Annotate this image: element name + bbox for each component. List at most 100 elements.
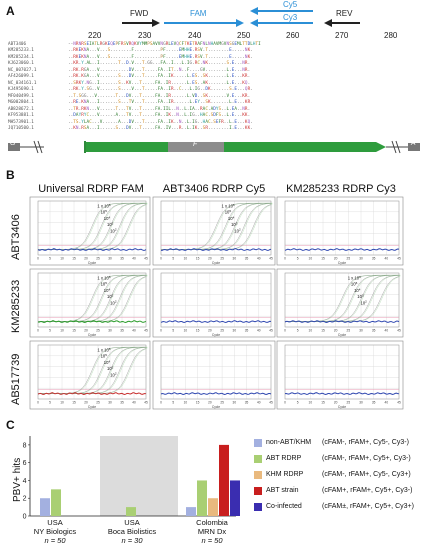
alignment-seq-name: NC_034161.1 (8, 80, 37, 86)
baseline-trace (160, 320, 272, 324)
cycle-tick: 40 (385, 257, 389, 261)
cy3-arrow (250, 19, 313, 27)
alignment-seq-name: AF426099.1 (8, 74, 34, 79)
qpcr-plot: 0 5 10 15 20 25 30 35 40 45 Cycle (152, 268, 276, 338)
bar (197, 480, 207, 516)
cycle-tick: 0 (160, 401, 162, 405)
cycle-tick: 40 (385, 401, 389, 405)
alignment-seq: ..KR.Y.AL..I.......T..D.V...T.GG...FA..I… (68, 61, 251, 66)
cycle-tick: 30 (359, 401, 363, 405)
qpcr-plot: 0 5 10 15 20 25 30 35 40 45 Cycle (152, 340, 276, 410)
column-header-cy3: KM285233 RDRP Cy3 (286, 183, 396, 195)
sequence-alignment: ABT3406 --NRNRSEIATLRGKEQEPFRSVRQKVYMMPS… (8, 42, 420, 138)
fwd-label: FWD (130, 9, 149, 18)
cycle-tick: 45 (397, 257, 401, 261)
cycle-tick: 20 (208, 257, 212, 261)
cycle-tick: 0 (284, 257, 286, 261)
fam-label: FAM (190, 9, 207, 18)
dilution-label: 105 (101, 353, 108, 359)
qpcr-plot: 0 5 10 15 20 25 30 35 40 45 Cycle 1 x 1061051041031… (29, 268, 151, 338)
dilution-label: 104 (228, 215, 235, 221)
cycle-tick: 20 (334, 329, 338, 333)
baseline-trace (37, 248, 147, 251)
alignment-seq: ..RKEKNA...V...S........F..........PF...… (68, 54, 253, 60)
alignment-seq-name: KM285234.1 (8, 54, 34, 60)
group-line: Colombia (196, 518, 228, 527)
alignment-seq-name: JQ710500.1 (8, 126, 34, 131)
bar (208, 498, 218, 516)
cycle-tick: 40 (385, 329, 389, 333)
x-axis-label: Cycle (338, 261, 346, 265)
bar (186, 507, 196, 516)
highlight-band (100, 436, 178, 516)
panel-a-letter: A (6, 4, 15, 18)
fam-arrow (164, 19, 244, 27)
cycle-tick: 10 (60, 401, 64, 405)
group-n: n = 50 (44, 536, 66, 545)
legend-item: ABT strain (cFAM+, rFAM+, Cy5+, Cy3-) (254, 486, 424, 496)
cycle-tick: 25 (347, 329, 351, 333)
cycle-tick: 0 (284, 401, 286, 405)
cycle-tick: 15 (321, 257, 325, 261)
cycle-tick: 40 (257, 257, 261, 261)
position-tick: 280 (384, 31, 398, 40)
alignment-seq: ..RK.Y.SG..V.......S....V...T.....FA..IR… (68, 87, 253, 92)
cycle-tick: 15 (321, 329, 325, 333)
cycle-tick: 45 (269, 329, 273, 333)
group-label-ny: USA NY Biologics n = 50 (30, 518, 80, 545)
y-tick-label: 8 (23, 442, 27, 449)
cycle-tick: 20 (334, 401, 338, 405)
dilution-label: 102 (110, 228, 117, 234)
group-label-colombia: Colombia MRN Dx n = 50 (186, 518, 238, 545)
cycle-tick: 30 (233, 329, 237, 333)
cycle-tick: 45 (269, 257, 273, 261)
cycle-tick: 25 (220, 329, 224, 333)
group-label-boca: USA Boca Biolistics n = 30 (104, 518, 160, 545)
cycle-tick: 15 (196, 329, 200, 333)
cycle-tick: 0 (37, 257, 39, 261)
dilution-label: 104 (104, 215, 111, 221)
y-tick-label: 0 (23, 514, 27, 521)
position-tick: 240 (188, 31, 202, 40)
cycle-tick: 30 (359, 257, 363, 261)
cy3-label: Cy3 (283, 13, 298, 22)
cycle-tick: 40 (132, 257, 136, 261)
qpcr-plot: 0 5 10 15 20 25 30 35 40 45 Cycle 1 x 1061051041031… (29, 340, 151, 410)
column-header-fam: Universal RDRP FAM (38, 183, 144, 195)
legend-item: Co-infected (cFAM±, rFAM+, Cy5+, Cy3+) (254, 502, 424, 512)
legend-swatch (254, 471, 262, 479)
cycle-tick: 0 (160, 329, 162, 333)
bar (230, 480, 240, 516)
cycle-tick: 35 (245, 329, 249, 333)
alignment-seq: ..T.SGG...V.......T...DV...T.....FA..IR.… (68, 93, 251, 99)
cycle-tick: 35 (372, 257, 376, 261)
alignment-seq-name: KM285233.1 (8, 48, 34, 53)
alignment-seq: ..DAYRYC...V......A...TV...T.....FA..IK.… (68, 113, 251, 118)
y-tick-label: 4 (23, 478, 27, 485)
dilution-label: 105 (225, 209, 232, 215)
cycle-tick: 30 (233, 257, 237, 261)
cycle-tick: 5 (49, 329, 51, 333)
cycle-tick: 25 (96, 329, 100, 333)
position-tick: 250 (237, 31, 251, 40)
legend-desc: (cFAM-, rFAM+, Cy5-, Cy3+) (322, 471, 411, 478)
cycle-tick: 20 (84, 257, 88, 261)
legend-name: KHM RDRP (266, 471, 304, 478)
alignment-seq-name: MF040499.1 (8, 93, 34, 99)
cycle-tick: 25 (220, 401, 224, 405)
x-axis-label: Cycle (338, 405, 346, 409)
cycle-tick: 35 (245, 401, 249, 405)
alignment-seq: ..RK.KGA...V.......S...DV...T.....FA..IK… (68, 74, 251, 79)
cycle-tick: 10 (309, 401, 313, 405)
legend-item: ABT RDRP (cFAM-, rFAM+, Cy5+, Cy3-) (254, 454, 424, 464)
legend-name: Co-infected (266, 503, 302, 510)
dilution-label: 103 (107, 365, 114, 371)
cy5-arrow (250, 7, 313, 15)
cycle-tick: 5 (172, 401, 174, 405)
panel-b-letter: B (6, 168, 15, 182)
cycle-tick: 20 (334, 257, 338, 261)
dilution-label: 102 (361, 300, 368, 306)
cycle-tick: 35 (372, 401, 376, 405)
genome-block-main (86, 142, 376, 152)
